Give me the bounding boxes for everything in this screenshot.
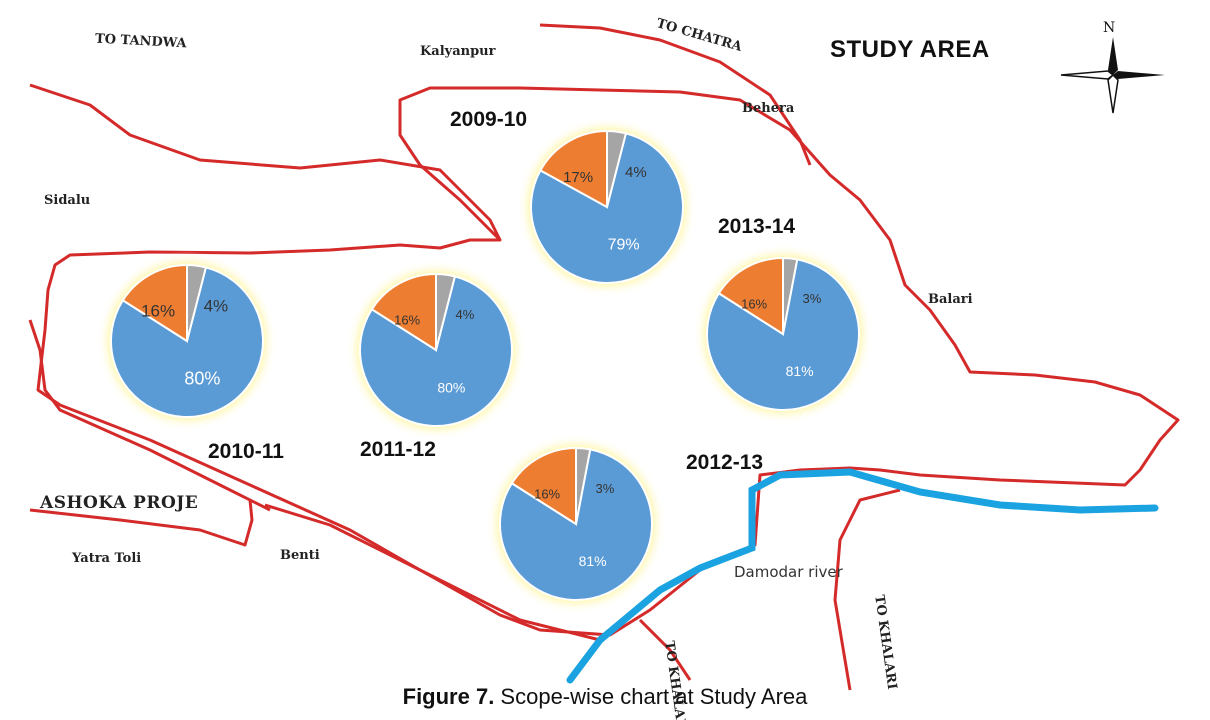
pie-slice-1 — [121, 263, 188, 343]
pie-slice-0 — [530, 132, 684, 284]
label-sidalu: Sidalu — [44, 193, 91, 208]
pie-label-1: 16% — [534, 487, 560, 502]
label-yatra-toli: Yatra Toli — [72, 551, 142, 566]
pie-slice-1 — [539, 129, 608, 209]
pie-label-2: 4% — [455, 307, 474, 322]
pie-title-2012-13: 2012-13 — [686, 451, 764, 474]
pie-title-2011-12: 2011-12 — [360, 438, 436, 461]
caption-text: Scope-wise chart at Study Area — [494, 684, 808, 709]
pie-slice-2 — [435, 272, 457, 351]
pie-slice-2 — [186, 263, 208, 342]
pie-label-0: 81% — [579, 553, 607, 569]
pie-chart-2010-11: 80% 16% 4% — [97, 251, 277, 431]
pie-label-0: 81% — [786, 363, 814, 379]
pie-label-2: 3% — [595, 481, 614, 496]
outer-boundary — [36, 86, 1180, 637]
pie-label-0: 80% — [437, 380, 465, 396]
pie-title-2013-14: 2013-14 — [718, 215, 796, 238]
pie-chart-2009-10: 79% 17% 4% — [517, 117, 697, 297]
road-khalari-1 — [638, 618, 692, 681]
pie-slice-2 — [575, 446, 592, 525]
label-benti: Benti — [280, 548, 320, 563]
road-west — [28, 319, 271, 512]
road-yatra — [29, 499, 254, 547]
label-behera: Behera — [742, 101, 795, 116]
figure-caption: Figure 7. Scope-wise chart at Study Area — [0, 684, 1210, 710]
pie-label-2: 3% — [802, 291, 821, 306]
pie-label-1: 16% — [741, 297, 767, 312]
pie-chart-2011-12: 80% 16% 4% — [346, 260, 526, 440]
boundary-lines — [28, 23, 1180, 691]
caption-figure-number: Figure 7. — [402, 684, 495, 709]
pie-label-1: 17% — [563, 169, 593, 186]
road-chatra — [539, 23, 812, 166]
map-title: STUDY AREA — [830, 36, 990, 63]
pie-slice-2 — [782, 256, 799, 335]
label-ashoka-project: ASHOKA PROJE — [40, 493, 199, 513]
pie-slice-2 — [606, 129, 628, 208]
road-benti — [264, 503, 601, 642]
pie-chart-2012-13: 81% 16% 3% — [486, 434, 666, 614]
pie-slice-1 — [510, 446, 577, 526]
pie-slice-1 — [717, 256, 784, 336]
pie-label-0: 79% — [608, 237, 640, 254]
north-label: N — [1103, 20, 1116, 36]
pie-title-2009-10: 2009-10 — [450, 108, 528, 131]
pie-label-2: 4% — [625, 164, 647, 181]
pie-title-2010-11: 2010-11 — [208, 440, 284, 463]
label-kalyanpur: Kalyanpur — [420, 44, 496, 59]
pie-charts: 79% 17% 4% 80% 16% 4% 80% 16% 4% 81% 16% 3% 81% 16% 3% — [97, 117, 873, 614]
pie-chart-2013-14: 81% 16% 3% — [693, 244, 873, 424]
pie-label-1: 16% — [141, 302, 175, 321]
label-damodar-river: Damodar river — [734, 563, 843, 581]
pie-label-2: 4% — [204, 296, 229, 315]
pie-slice-1 — [370, 272, 437, 352]
pie-label-0: 80% — [184, 369, 220, 389]
road-khalari-2 — [833, 488, 901, 691]
north-arrow-icon — [1060, 37, 1165, 114]
pie-label-1: 16% — [394, 313, 420, 328]
damodar-river — [566, 468, 1159, 684]
label-balari: Balari — [928, 292, 973, 307]
road-tandwa — [29, 83, 502, 241]
